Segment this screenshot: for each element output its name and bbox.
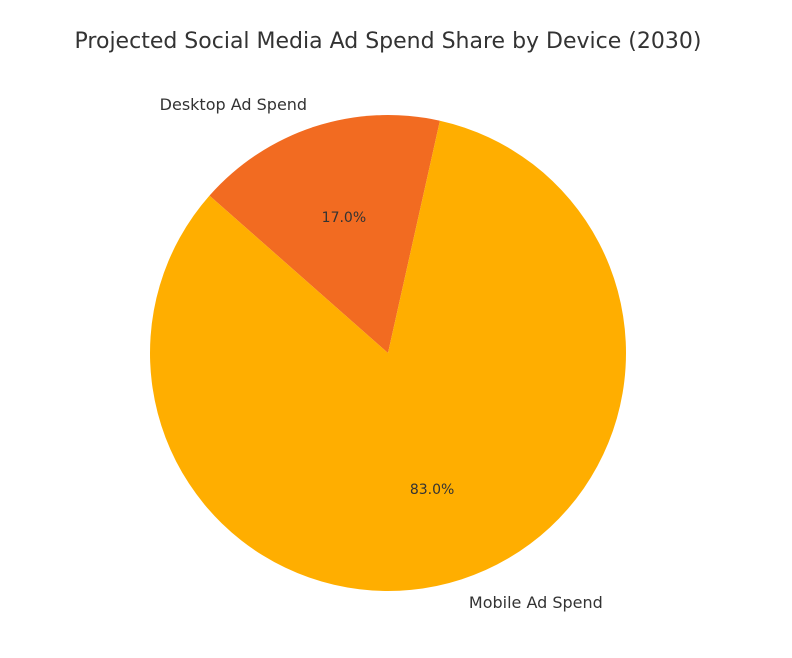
chart-title: Projected Social Media Ad Spend Share by… — [75, 29, 702, 54]
pie-pct-label: 83.0% — [410, 482, 454, 498]
pie-slice-mobile-ad-spend — [150, 120, 627, 591]
pie-category-label: Desktop Ad Spend — [160, 95, 307, 114]
pie-slice-desktop-ad-spend — [209, 114, 440, 353]
pie-pct-label: 17.0% — [322, 210, 366, 226]
slices-layer — [150, 114, 627, 591]
labels-layer: 17.0% Desktop Ad Spend 83.0% Mobile Ad Spen… — [160, 95, 603, 612]
pie-category-label: Mobile Ad Spend — [469, 593, 603, 612]
